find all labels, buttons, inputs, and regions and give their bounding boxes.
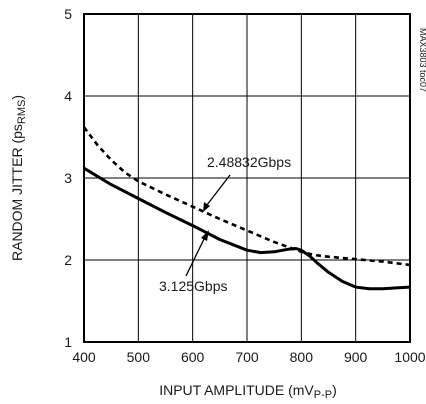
grid — [84, 14, 410, 342]
y-tick-label-5: 5 — [64, 6, 72, 22]
annotation-2.48832gbps-arrowhead — [203, 202, 210, 212]
series-line-3.125gbps — [83, 166, 411, 291]
x-tick-label-1000: 1000 — [394, 349, 425, 365]
x-tick-label-900: 900 — [344, 349, 368, 365]
annotation-3.125gbps: 3.125Gbps — [159, 278, 228, 294]
x-axis-title-sub: P-P — [314, 389, 332, 401]
x-axis-title: INPUT AMPLITUDE (mVP-P) — [159, 382, 337, 401]
annotation-2.48832gbps-pointer — [206, 174, 231, 206]
annotation-3.125gbps-arrowhead — [201, 230, 209, 241]
x-axis-title-main: INPUT AMPLITUDE (mV — [159, 382, 314, 398]
y-tick-label-4: 4 — [64, 88, 72, 104]
annotation-2.48832gbps: 2.48832Gbps — [207, 154, 291, 170]
ticks-layer: 400 500 600 700 800 900 1000 1 2 3 4 5 — [64, 6, 426, 365]
y-axis-title-sub: RMS — [16, 100, 28, 124]
figure-id-label: MAX3803 toc07 — [418, 28, 426, 92]
x-axis-title-close: ) — [332, 382, 337, 398]
x-tick-label-700: 700 — [235, 349, 259, 365]
y-axis-title-main: RANDOM JITTER (ps — [9, 124, 25, 261]
x-tick-label-500: 500 — [127, 349, 151, 365]
annotation-3.125gbps-pointer — [185, 236, 206, 277]
series-layer — [82, 126, 411, 291]
y-tick-label-1: 1 — [64, 334, 72, 350]
plot-frame — [83, 13, 411, 343]
y-axis-title: RANDOM JITTER (psRMS) — [9, 95, 28, 261]
x-tick-label-400: 400 — [72, 349, 96, 365]
y-axis-title-close: ) — [9, 95, 25, 100]
y-tick-label-2: 2 — [64, 252, 72, 268]
x-tick-label-600: 600 — [181, 349, 205, 365]
x-tick-label-800: 800 — [290, 349, 314, 365]
y-tick-label-3: 3 — [64, 170, 72, 186]
series-line-2.48832gbps — [82, 126, 411, 267]
